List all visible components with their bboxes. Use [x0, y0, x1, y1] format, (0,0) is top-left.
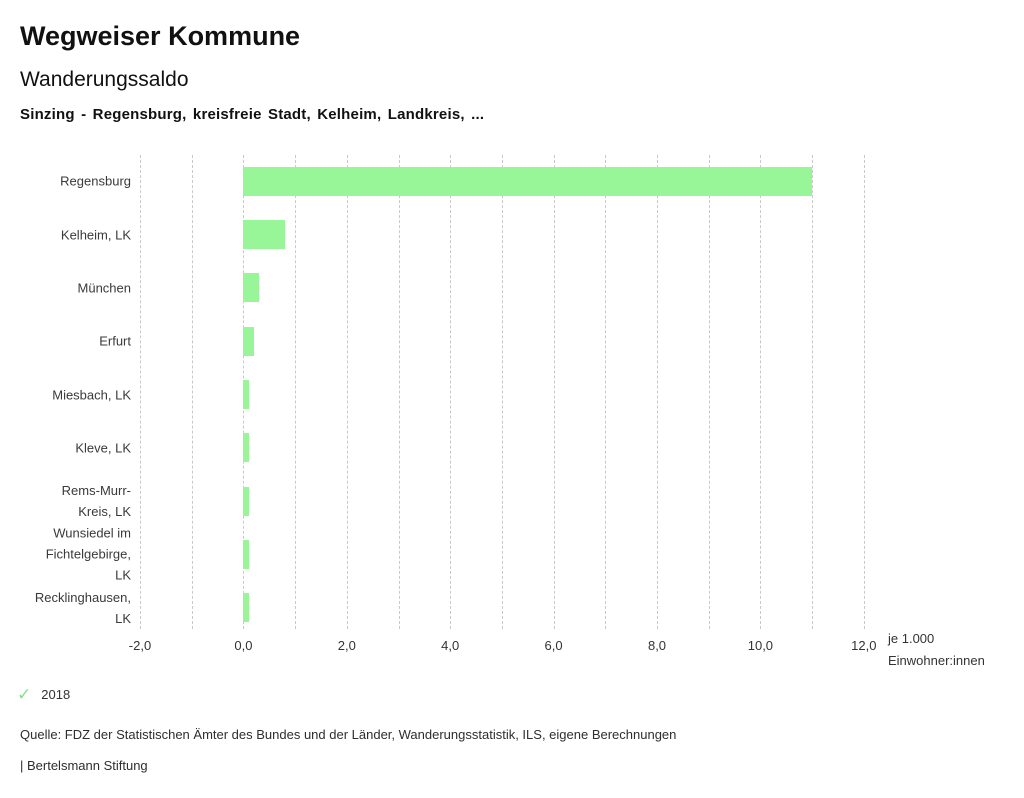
x-tick-label: -2,0: [128, 638, 152, 653]
y-axis-label: Kelheim, LK: [60, 227, 131, 243]
source-note: Quelle: FDZ der Statistischen Ämter des …: [20, 727, 677, 742]
app-title: Wegweiser Kommune: [20, 21, 301, 51]
bar-Rems-Murr-Kreis, LK[interactable]: [243, 486, 249, 516]
x-tick-label: 10,0: [747, 638, 774, 653]
gridline: [708, 155, 710, 629]
indicator-title: Wanderungssaldo: [20, 68, 189, 91]
x-tick-label: 6,0: [544, 638, 563, 653]
x-tick-label: 2,0: [337, 638, 356, 653]
gridline: [760, 155, 762, 629]
bar-Wunsiedel im Fichtelgebirge, LK[interactable]: [243, 539, 249, 569]
check-icon: ✓: [17, 685, 32, 704]
bar-Kelheim, LK[interactable]: [243, 220, 285, 250]
y-axis-label: München: [77, 280, 131, 296]
publisher-note: | Bertelsmann Stiftung: [20, 758, 148, 773]
gridline: [501, 155, 503, 629]
x-tick-label: 4,0: [441, 638, 460, 653]
selected-municipalities: Sinzing - Regensburg, kreisfreie Stadt, …: [20, 106, 485, 123]
gridline: [553, 155, 555, 629]
y-axis-label: Miesbach, LK: [52, 387, 131, 403]
gridline: [295, 155, 297, 629]
legend-year-label: 2018: [41, 687, 71, 702]
bar-Regensburg[interactable]: [243, 166, 813, 196]
x-axis-unit-label: je 1.000 Einwohner:innen: [888, 628, 985, 671]
bar-Recklinghausen, LK[interactable]: [243, 593, 249, 623]
bar-Kleve, LK[interactable]: [243, 433, 249, 463]
gridline: [863, 155, 865, 629]
y-axis-label: Recklinghausen, LK: [34, 589, 131, 626]
gridline: [398, 155, 400, 629]
x-tick-label: 12,0: [851, 638, 877, 653]
gridline: [450, 155, 452, 629]
bar-Erfurt[interactable]: [243, 326, 254, 356]
gridline: [812, 155, 814, 629]
y-axis-label: Regensburg: [60, 173, 131, 189]
bar-Miesbach, LK[interactable]: [243, 380, 249, 410]
y-axis-label: Erfurt: [99, 333, 131, 349]
y-axis-label: Rems-Murr- Kreis, LK: [61, 483, 131, 520]
x-axis-unit-line2: Einwohner:innen: [888, 652, 985, 668]
y-axis-label: Kleve, LK: [75, 440, 131, 456]
x-tick-label: 0,0: [234, 638, 253, 653]
gridline: [191, 155, 193, 629]
gridline: [605, 155, 607, 629]
x-tick-label: 8,0: [647, 638, 667, 653]
legend-item-2018[interactable]: ✓ 2018: [17, 686, 70, 703]
bar-München[interactable]: [243, 273, 259, 303]
y-axis-label: Wunsiedel im Fichtelgebirge, LK: [45, 525, 131, 583]
gridline: [140, 155, 141, 629]
gridline: [657, 155, 658, 629]
gridline: [346, 155, 348, 629]
x-axis-unit-line1: je 1.000: [888, 631, 935, 646]
